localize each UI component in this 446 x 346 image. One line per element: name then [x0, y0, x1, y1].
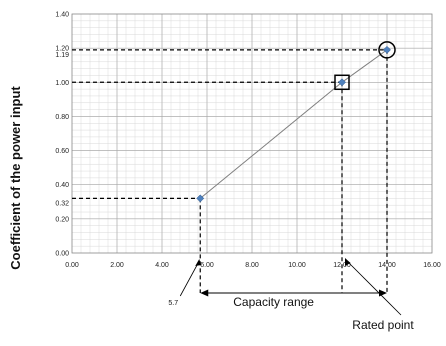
series-path: [199, 49, 388, 199]
y-tick-label: 1.20: [55, 46, 69, 53]
y-tick-label: 0.40: [55, 182, 69, 189]
y-extra-label: 1.19: [55, 52, 69, 59]
annotations: 5.7 Capacity range Rated point: [168, 258, 414, 332]
y-tick-label: 1.40: [55, 12, 69, 19]
x-tick-label: 8.00: [245, 262, 259, 269]
series-line: [199, 49, 388, 199]
x-tick-label: 6.00: [200, 262, 214, 269]
y-tick-label: 0.60: [55, 148, 69, 155]
range-arrow-left: [200, 289, 209, 297]
range-arrow-right: [379, 289, 387, 297]
y-axis-tick-labels: 0.00 0.20 0.40 0.60 0.80 1.00 1.20 1.40 0.32 1.19: [55, 12, 69, 258]
x-tick-label: 2.00: [110, 262, 124, 269]
minor-grid: [72, 14, 432, 253]
min-pointer-line: [179, 260, 200, 297]
highlight-square: [334, 74, 350, 91]
plot-frame: [71, 13, 433, 254]
rated-point-label: Rated point: [352, 318, 414, 332]
rated-pointer-line: [345, 259, 402, 316]
y-tick-label: 0.00: [55, 251, 69, 258]
x-tick-label: 4.00: [155, 262, 169, 269]
y-tick-label: 0.20: [55, 216, 69, 223]
x-tick-label: 0.00: [65, 262, 79, 269]
x-tick-label: 16.00: [423, 262, 441, 269]
rated-pointer-head: [345, 258, 351, 266]
y-axis-label: Coefficient of the power input: [8, 86, 23, 270]
min-pointer-head: [195, 259, 202, 266]
x-tick-label: 10.00: [288, 262, 306, 269]
x-tick-label: 14.00: [378, 262, 396, 269]
data-markers: [196, 41, 396, 203]
capacity-range-label: Capacity range: [233, 295, 314, 309]
y-extra-label: 0.32: [55, 200, 69, 207]
data-point: [338, 78, 346, 87]
highlight-circle: [378, 41, 396, 59]
y-tick-label: 0.80: [55, 114, 69, 121]
dashed-guides: [72, 49, 388, 293]
x-axis-tick-labels: 0.00 2.00 4.00 6.00 8.00 10.00 12.00 14.00 16.00: [65, 262, 441, 269]
x-min-label: 5.7: [168, 300, 178, 307]
y-tick-label: 1.00: [55, 80, 69, 87]
data-point: [196, 194, 205, 203]
data-point: [383, 45, 391, 54]
